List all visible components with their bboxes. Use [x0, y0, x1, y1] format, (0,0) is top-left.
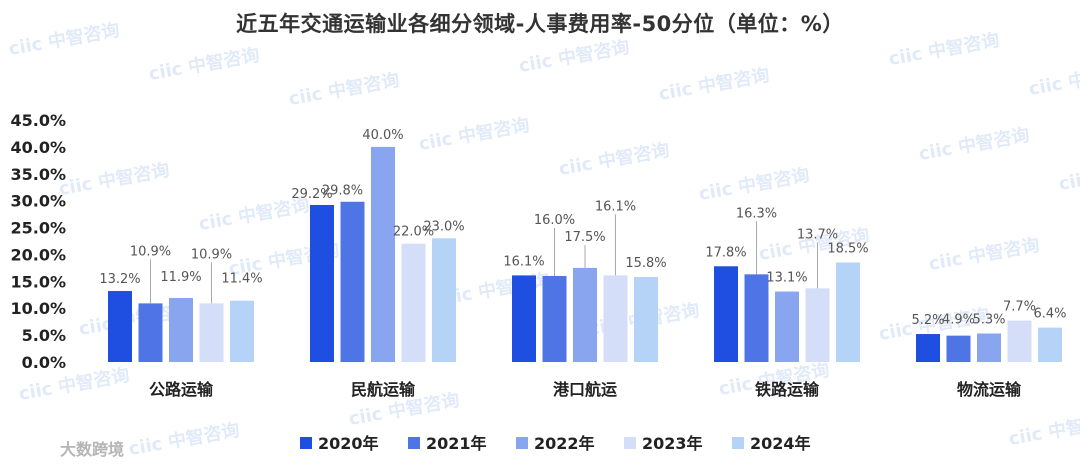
legend: 2020年 2021年 2022年 2023年 2024年 — [300, 434, 811, 453]
data-label: 11.4% — [221, 272, 262, 287]
data-label: 18.5% — [827, 242, 868, 257]
data-label: 13.1% — [766, 271, 807, 286]
bar — [775, 291, 799, 362]
bar — [603, 275, 628, 362]
category-label: 物流运输 — [957, 380, 1022, 399]
legend-swatch — [732, 437, 744, 449]
bar — [371, 146, 395, 362]
watermark-text: ciic 中智咨询 — [1057, 154, 1080, 195]
watermark-text: ciic 中智咨询 — [127, 419, 241, 460]
data-label: 6.4% — [1033, 307, 1066, 322]
bars — [108, 146, 1062, 362]
watermark-text: ciic 中智咨询 — [697, 164, 811, 205]
bar — [744, 274, 769, 362]
data-labels: 13.2% 10.9% 11.9% 10.9% 11.4% 29.2%29.8% 40.0%… — [99, 128, 1066, 328]
watermark-text: ciic 中智咨询 — [57, 159, 171, 200]
bar — [714, 266, 738, 362]
data-label: 10.9% — [130, 244, 171, 259]
legend-swatch — [516, 437, 528, 449]
watermark-text: ciic 中智咨询 — [917, 124, 1031, 165]
legend-label: 2024年 — [750, 434, 811, 453]
category-labels: 公路运输 民航运输 港口航运 铁路运输 物流运输 — [149, 380, 1022, 399]
bar — [169, 298, 193, 362]
bar — [230, 300, 254, 362]
data-label: 16.0% — [534, 213, 575, 228]
bar — [310, 204, 334, 362]
watermark-text: ciic 中智咨询 — [1027, 59, 1080, 100]
data-label: 22.0% — [393, 225, 434, 240]
bar — [634, 277, 658, 362]
watermark-text: ciic 中智咨询 — [147, 44, 261, 85]
bar — [1038, 327, 1062, 362]
watermark-text: ciic 中智咨询 — [1007, 409, 1080, 450]
legend-swatch — [408, 437, 420, 449]
bar — [512, 275, 536, 362]
bar — [108, 291, 132, 362]
watermark-text: ciic 中智咨询 — [557, 139, 671, 180]
y-tick-label: 10.0% — [10, 299, 66, 318]
y-axis: 0.0% 5.0% 10.0% 15.0% 20.0% 25.0% 30.0% 35.0% 40… — [10, 111, 66, 372]
data-label: 10.9% — [191, 247, 232, 262]
watermark-text: ciic 中智咨询 — [7, 19, 121, 60]
y-tick-label: 15.0% — [10, 272, 66, 291]
bar — [977, 333, 1001, 362]
y-tick-label: 20.0% — [10, 245, 66, 264]
legend-swatch — [300, 437, 312, 449]
data-label: 29.8% — [322, 184, 363, 199]
category-label: 公路运输 — [149, 380, 214, 399]
bar — [836, 262, 860, 362]
category-label: 民航运输 — [351, 380, 416, 399]
bar — [805, 288, 830, 362]
data-label: 4.9% — [942, 313, 975, 328]
data-label: 23.0% — [423, 219, 464, 234]
data-label: 5.3% — [972, 312, 1005, 327]
bar — [401, 243, 426, 362]
category-label: 港口航运 — [553, 380, 617, 399]
bar — [946, 335, 971, 362]
data-label: 13.2% — [99, 272, 140, 287]
legend-label: 2020年 — [318, 434, 379, 453]
data-label: 5.2% — [911, 313, 944, 328]
y-tick-label: 0.0% — [22, 353, 66, 372]
data-label: 16.3% — [736, 206, 777, 221]
y-tick-label: 45.0% — [10, 111, 66, 130]
watermark-text: ciic 中智咨询 — [657, 64, 771, 105]
bar — [138, 303, 163, 362]
bar — [1007, 320, 1032, 362]
legend-label: 2021年 — [426, 434, 487, 453]
bar — [199, 303, 224, 362]
y-tick-label: 5.0% — [22, 326, 66, 345]
bar — [432, 238, 456, 362]
data-label: 11.9% — [160, 270, 201, 285]
watermark-text: ciic 中智咨询 — [887, 29, 1001, 70]
corner-watermark: 大数跨境 — [60, 440, 124, 459]
y-tick-label: 35.0% — [10, 165, 66, 184]
legend-label: 2023年 — [642, 434, 703, 453]
data-label: 16.1% — [595, 199, 636, 214]
watermark-text: ciic 中智咨询 — [287, 69, 401, 110]
chart-title: 近五年交通运输业各细分领域-人事费用率-50分位（单位：%） — [236, 12, 844, 36]
bar — [916, 334, 940, 362]
data-label: 13.7% — [797, 227, 838, 242]
category-label: 铁路运输 — [755, 380, 820, 399]
bar — [573, 267, 597, 362]
data-label: 29.2% — [291, 187, 332, 202]
bar — [340, 201, 365, 362]
data-label: 7.7% — [1003, 300, 1036, 315]
data-label: 15.8% — [625, 256, 666, 271]
watermark-text: ciic 中智咨询 — [517, 36, 631, 77]
legend-swatch — [624, 437, 636, 449]
y-tick-label: 25.0% — [10, 219, 66, 238]
legend-label: 2022年 — [534, 434, 595, 453]
bar — [542, 275, 567, 362]
data-label: 40.0% — [362, 128, 403, 143]
y-tick-label: 30.0% — [10, 192, 66, 211]
watermark-text: ciic 中智咨询 — [927, 234, 1041, 275]
watermark-text: ciic 中智咨询 — [417, 114, 531, 155]
y-tick-label: 40.0% — [10, 138, 66, 157]
data-label: 17.8% — [705, 245, 746, 260]
data-label: 16.1% — [503, 254, 544, 269]
data-label: 17.5% — [564, 230, 605, 245]
